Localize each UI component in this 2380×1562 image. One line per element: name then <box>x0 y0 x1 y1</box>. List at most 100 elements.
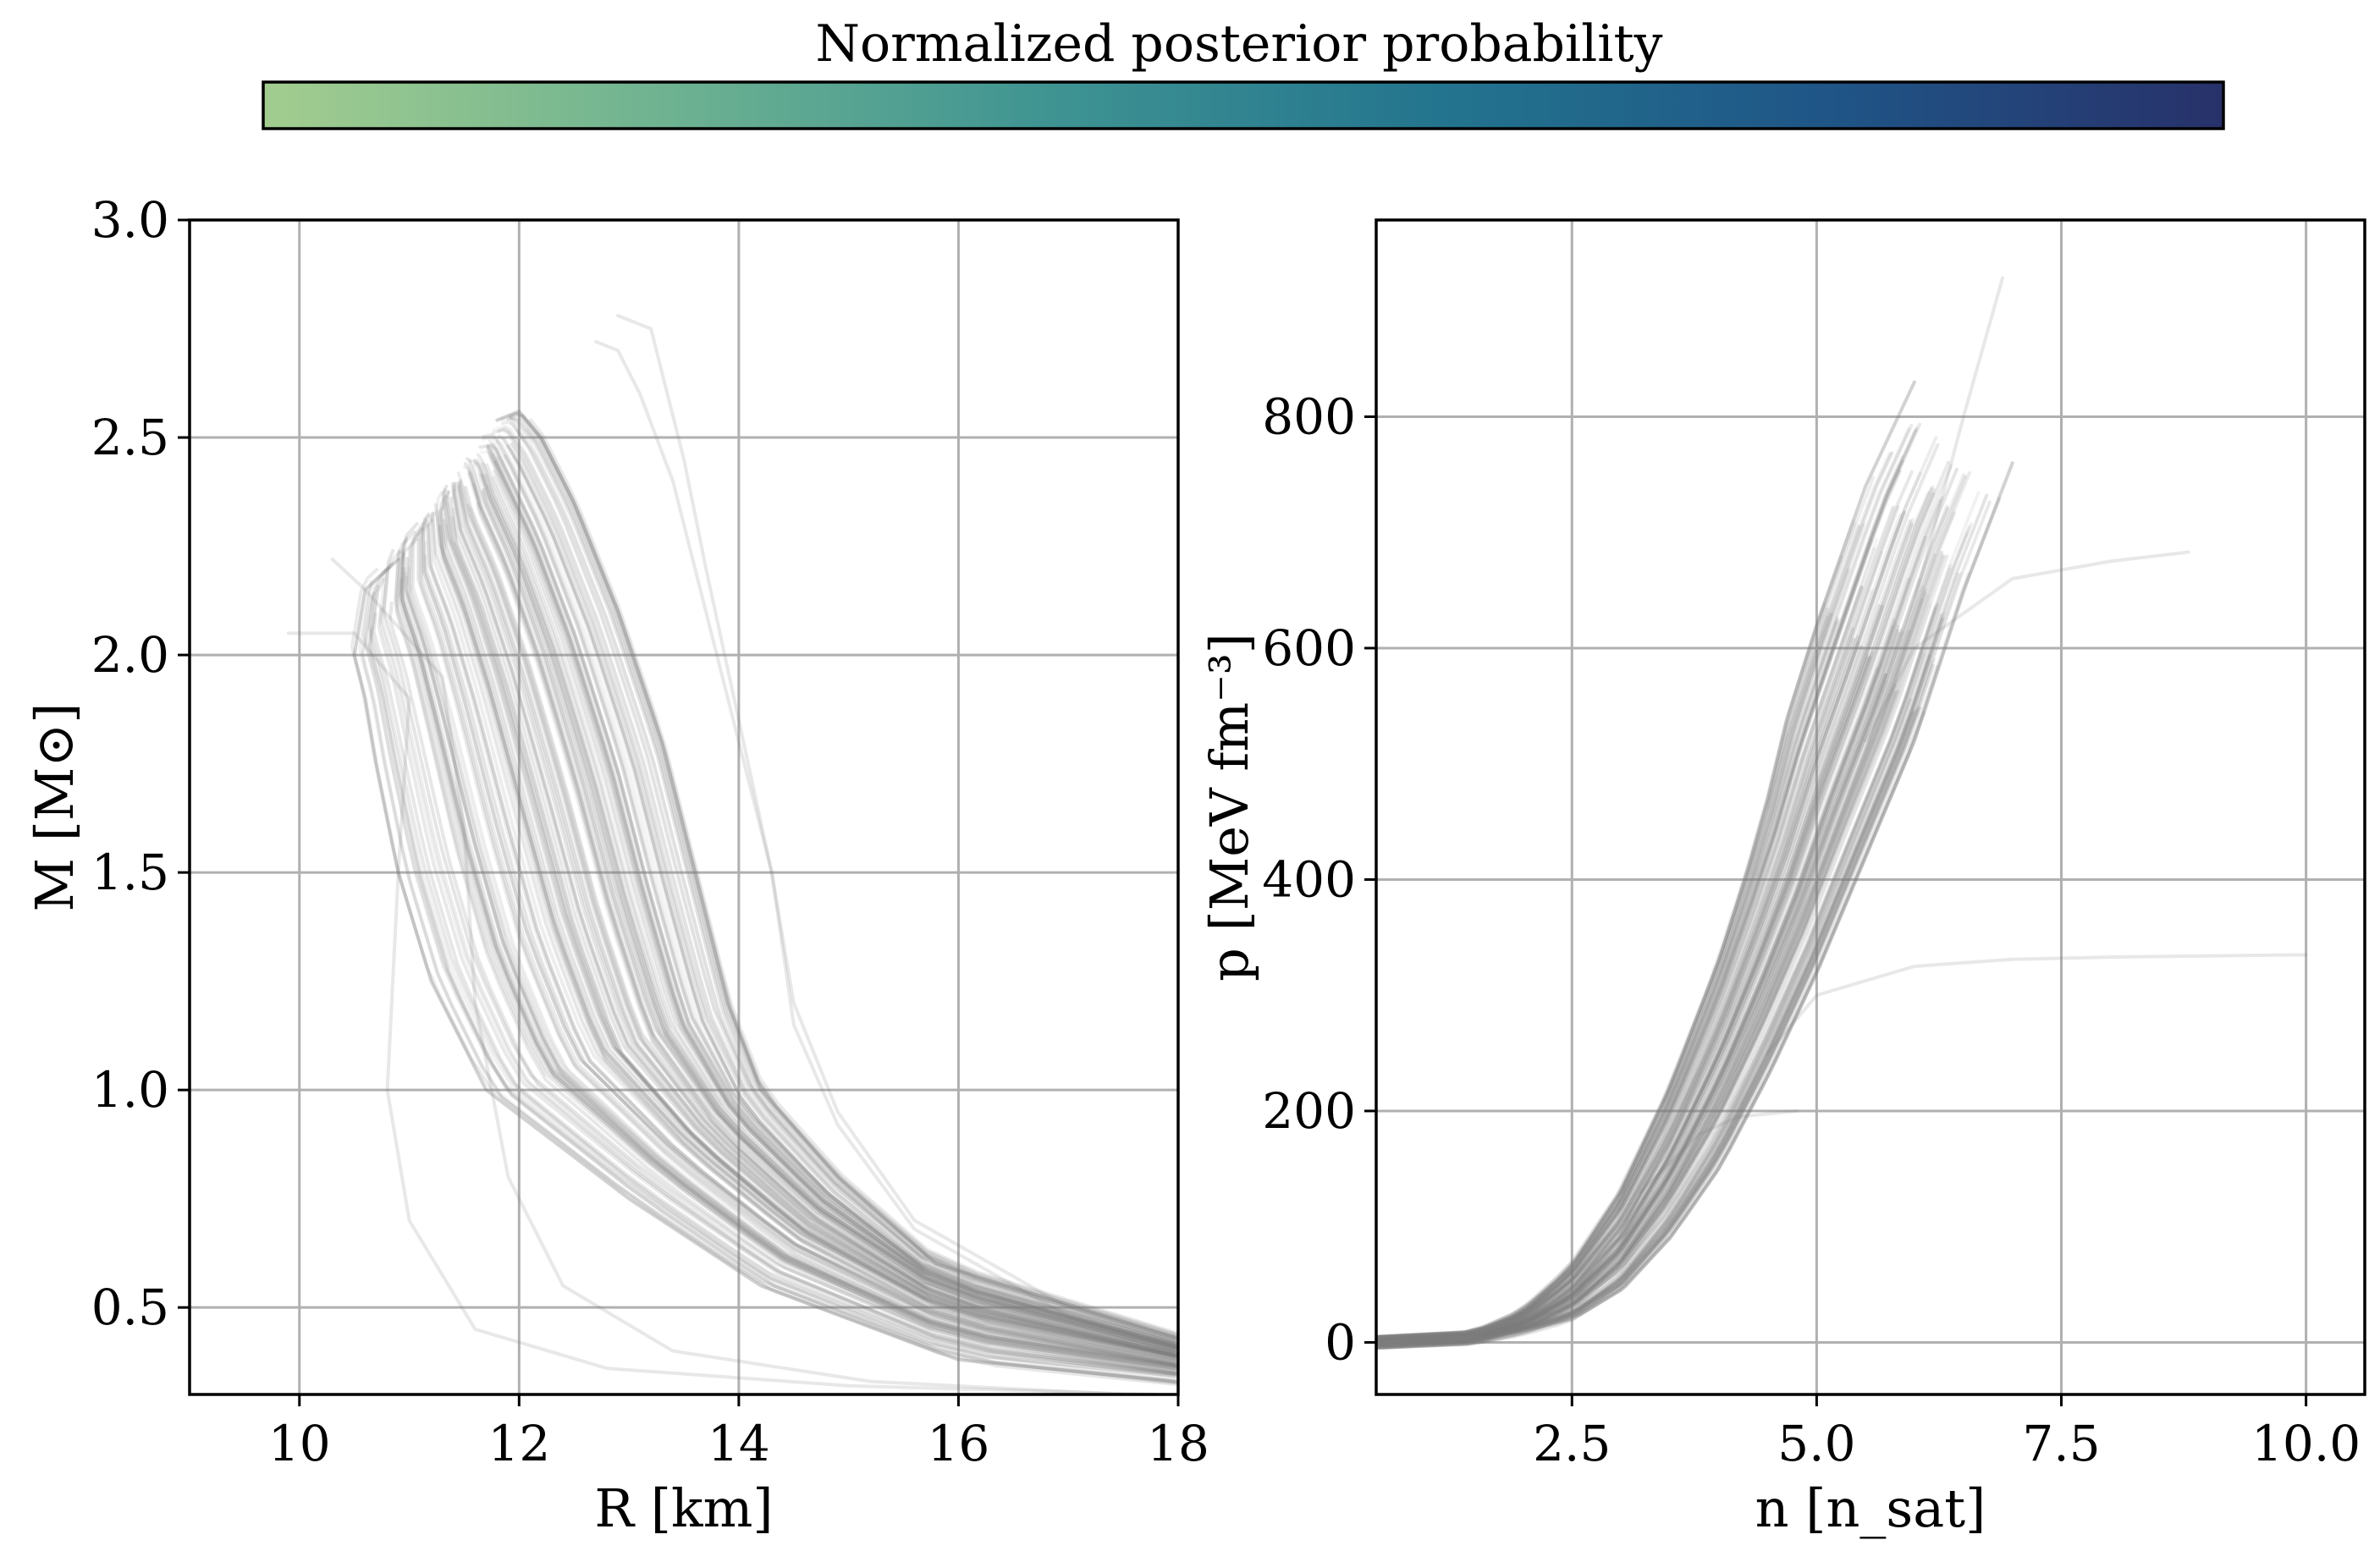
mass-radius-curve <box>380 550 1178 1377</box>
pressure-density-curve <box>1376 492 1935 1347</box>
mass-radius-curve <box>431 511 1176 1363</box>
pressure-density-curve <box>1376 426 1919 1339</box>
mass-radius-curve <box>454 481 1178 1358</box>
pressure-density-curve <box>1376 624 1895 1345</box>
mass-radius-curve <box>468 459 1176 1356</box>
mass-radius-curve <box>419 519 1178 1372</box>
mass-radius-curve <box>455 481 1178 1356</box>
pressure-density-curve <box>1376 648 1866 1345</box>
pressure-density-curve <box>1379 505 1900 1348</box>
pressure-density-curve <box>1376 567 1851 1339</box>
pressure-density-curve <box>1378 654 1931 1343</box>
mass-radius-curve <box>372 612 1176 1383</box>
mass-radius-curve <box>430 517 1178 1361</box>
mass-radius-curve <box>399 522 1177 1368</box>
mass-radius-curve <box>485 463 1178 1347</box>
mass-radius-curve <box>501 437 1178 1350</box>
pressure-density-curve <box>1376 504 1949 1339</box>
mass-radius-y-tick-label: 3.0 <box>91 191 169 249</box>
pressure-density-curve <box>1378 550 1943 1347</box>
pressure-density-curve <box>1376 664 1939 1342</box>
mass-radius-curve <box>397 548 1178 1368</box>
pressure-density-curve <box>1376 538 1873 1344</box>
mass-radius-curve <box>456 471 1176 1354</box>
pressure-density-curve <box>1376 652 1926 1342</box>
pressure-density-curve <box>1378 661 1883 1342</box>
mass-radius-curve <box>350 568 1176 1378</box>
pressure-density-curve <box>1376 476 1876 1341</box>
mass-radius-curve <box>377 608 1178 1376</box>
mass-radius-y-tick-label: 1.0 <box>91 1061 169 1119</box>
mass-radius-curve <box>419 522 1178 1367</box>
pressure-density-curve <box>1376 491 1931 1350</box>
pressure-density-curve <box>1376 667 1879 1350</box>
mass-radius-curve <box>445 490 1178 1359</box>
pressure-density-series-line <box>1376 380 1916 1345</box>
mass-radius-curve <box>438 506 1178 1368</box>
pressure-density-curve <box>1379 485 1935 1342</box>
mass-radius-y-axis-label: M [M⊙] <box>24 702 85 911</box>
mass-radius-curve <box>519 416 1178 1341</box>
mass-radius-curve <box>457 485 1178 1358</box>
colorbar-title: Normalized posterior probability <box>815 14 1662 74</box>
mass-radius-curve <box>450 516 1178 1366</box>
pressure-density-curve <box>1377 422 1922 1339</box>
pressure-density-curve <box>1376 615 1829 1350</box>
mass-radius-y-tick-label: 0.5 <box>91 1279 169 1336</box>
pressure-density-series-line <box>1376 276 2005 1345</box>
pressure-density-curve <box>1376 624 1899 1339</box>
pressure-density-curves <box>1376 276 2308 1350</box>
pressure-density-curve <box>1376 510 1906 1345</box>
pressure-density-curve <box>1376 629 1900 1344</box>
pressure-density-curve <box>1376 451 1894 1345</box>
pressure-density-curve <box>1376 577 1911 1345</box>
pressure-density-curve <box>1376 673 1887 1340</box>
pressure-density-curve <box>1376 523 1865 1343</box>
mass-radius-curve <box>445 491 1178 1362</box>
mass-radius-curve <box>503 454 1176 1343</box>
pressure-density-curve <box>1376 511 1956 1345</box>
pressure-density-curve <box>1376 460 1950 1346</box>
mass-radius-curve <box>398 539 1178 1369</box>
pressure-density-curve <box>1376 613 1833 1345</box>
pressure-density-x-tick-label: 7.5 <box>2022 1415 2100 1472</box>
mass-radius-curve <box>501 420 1178 1338</box>
pressure-density-curve <box>1376 603 1881 1341</box>
pressure-density-series-line <box>1766 953 2308 1055</box>
pressure-density-curve <box>1376 602 1826 1345</box>
pressure-density-curve <box>1379 579 1921 1341</box>
mass-radius-curve <box>433 503 1176 1357</box>
pressure-density-curve <box>1377 629 1911 1339</box>
pressure-density-series-line <box>1376 461 2014 1345</box>
mass-radius-curve <box>425 520 1176 1367</box>
pressure-density-curve <box>1376 470 1914 1345</box>
pressure-density-curve <box>1376 602 1932 1348</box>
mass-radius-curve <box>439 512 1176 1357</box>
pressure-density-curve <box>1376 505 1895 1346</box>
pressure-density-curve <box>1376 473 1965 1344</box>
pressure-density-curve <box>1376 620 1839 1343</box>
pressure-density-curve <box>1376 424 1914 1341</box>
mass-radius-curve <box>487 484 1178 1352</box>
mass-radius-curve <box>485 443 1178 1347</box>
pressure-density-curve <box>1376 619 1840 1345</box>
mass-radius-x-tick-label: 18 <box>1147 1415 1209 1472</box>
mass-radius-curve <box>394 537 1178 1377</box>
pressure-density-curve <box>1376 525 1971 1343</box>
pressure-density-curve <box>1376 673 1887 1345</box>
mass-radius-curve <box>492 425 1178 1341</box>
mass-radius-curve <box>486 443 1178 1350</box>
mass-radius-curve <box>458 480 1178 1361</box>
pressure-density-curve <box>1376 604 1937 1339</box>
mass-radius-curve <box>368 561 1178 1377</box>
pressure-density-curve <box>1376 608 1937 1350</box>
pressure-density-curve <box>1376 653 1870 1345</box>
pressure-density-curve <box>1376 589 1874 1339</box>
mass-radius-curve <box>473 461 1178 1356</box>
mass-radius-curve <box>361 584 1178 1387</box>
mass-radius-curve <box>406 547 1178 1372</box>
pressure-density-curve <box>1376 611 1831 1349</box>
pressure-density-curve <box>1376 649 1923 1341</box>
pressure-density-curve <box>1378 471 1922 1341</box>
mass-radius-curve <box>394 549 1178 1369</box>
